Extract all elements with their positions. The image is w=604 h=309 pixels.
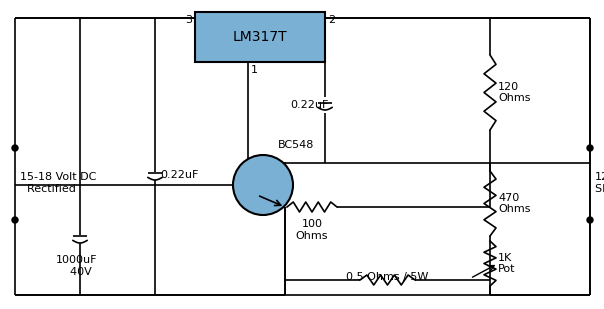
Text: 1: 1 [251, 65, 258, 75]
Text: 0.5 Ohms / 5W: 0.5 Ohms / 5W [346, 272, 429, 282]
Text: 1K
Pot: 1K Pot [498, 253, 515, 274]
Text: 3: 3 [185, 15, 192, 25]
Circle shape [12, 145, 18, 151]
Circle shape [233, 155, 293, 215]
Text: 100
Ohms: 100 Ohms [296, 219, 328, 241]
FancyBboxPatch shape [195, 12, 325, 62]
Text: 1000uF
  40V: 1000uF 40V [56, 255, 98, 277]
Text: 0.22uF: 0.22uF [290, 100, 329, 110]
Text: 0.22uF: 0.22uF [160, 170, 198, 180]
Circle shape [12, 217, 18, 223]
Text: 12V
SLA Battery: 12V SLA Battery [595, 172, 604, 194]
Text: 470
Ohms: 470 Ohms [498, 193, 530, 214]
Text: BC548: BC548 [278, 140, 314, 150]
Text: LM317T: LM317T [233, 30, 288, 44]
Circle shape [587, 145, 593, 151]
Text: 15-18 Volt DC
  Rectified: 15-18 Volt DC Rectified [20, 172, 97, 194]
Text: 120
Ohms: 120 Ohms [498, 82, 530, 103]
Text: 2: 2 [328, 15, 335, 25]
Circle shape [587, 217, 593, 223]
